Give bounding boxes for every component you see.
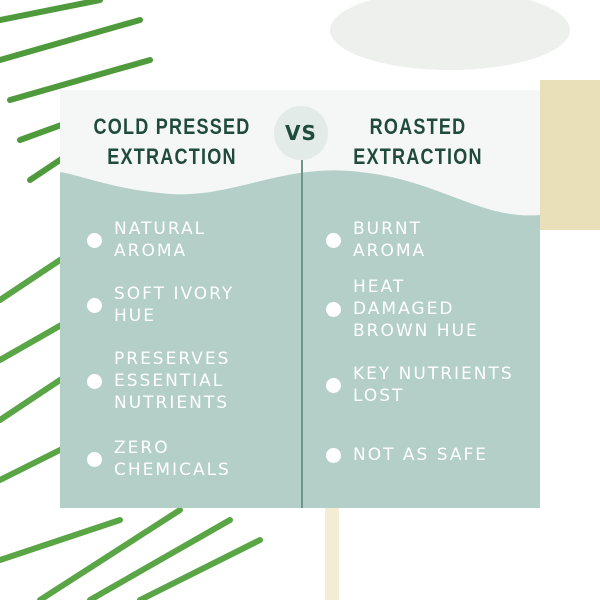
bullet-icon	[326, 447, 341, 463]
bullet-icon	[87, 451, 102, 467]
bullet-icon	[326, 232, 341, 248]
palm-leaf-bottom-left	[0, 257, 263, 600]
list-item: NATURAL AROMA	[87, 218, 206, 262]
bullet-icon	[87, 297, 102, 313]
bullet-icon	[326, 301, 341, 317]
bullet-icon	[87, 373, 102, 389]
bullet-icon	[326, 377, 341, 393]
vs-badge: VS	[274, 106, 328, 160]
list-item: KEY NUTRIENTS LOST	[326, 363, 514, 407]
bullet-icon	[87, 232, 102, 248]
list-item: ZERO CHEMICALS	[87, 437, 231, 481]
cold-pressed-title: COLD PRESSED EXTRACTION	[93, 114, 251, 169]
list-item: BURNT AROMA	[326, 218, 426, 262]
column-divider	[301, 160, 303, 508]
roasted-title: ROASTED EXTRACTION	[353, 114, 483, 169]
comparison-panel: VS COLD PRESSED EXTRACTION ROASTED EXTRA…	[60, 90, 540, 508]
list-item: NOT AS SAFE	[326, 444, 488, 466]
list-item: HEAT DAMAGED BROWN HUE	[326, 276, 479, 342]
oil-jar-image	[325, 0, 600, 600]
list-item: SOFT IVORY HUE	[87, 283, 234, 327]
list-item: PRESERVES ESSENTIAL NUTRIENTS	[87, 348, 230, 414]
